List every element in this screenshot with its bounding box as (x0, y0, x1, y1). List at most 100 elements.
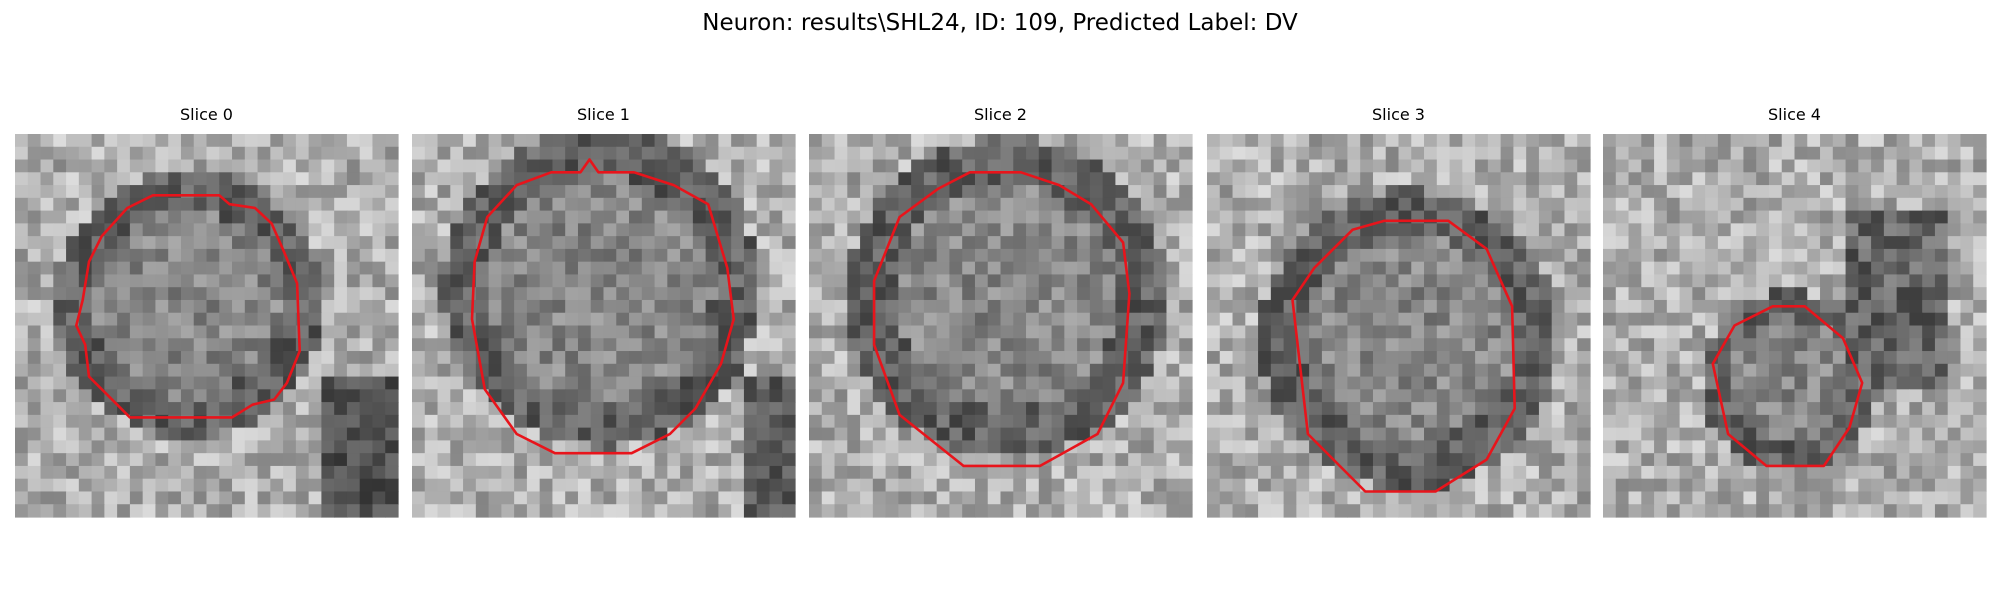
pixel (743, 197, 758, 212)
pixel (1500, 491, 1514, 505)
pixel (1654, 389, 1668, 403)
pixel (1845, 172, 1859, 186)
pixel (577, 338, 592, 352)
pixel (385, 159, 399, 173)
pixel (1692, 261, 1706, 276)
pixel (1487, 172, 1502, 186)
pixel (756, 363, 771, 378)
pixel (1654, 287, 1668, 301)
pixel (860, 478, 874, 493)
pixel (40, 172, 54, 186)
pixel (692, 261, 707, 276)
pixel (155, 223, 169, 237)
pixel (1564, 274, 1578, 288)
pixel (270, 299, 284, 314)
pixel (1768, 210, 1783, 224)
pixel (1372, 248, 1387, 263)
pixel (1628, 402, 1642, 416)
pixel (15, 325, 29, 339)
pixel (424, 440, 439, 454)
pixel (1628, 159, 1642, 173)
pixel (450, 325, 464, 339)
pixel (654, 376, 668, 390)
pixel (1309, 389, 1323, 403)
pixel (1871, 185, 1885, 199)
pixel (437, 261, 451, 276)
pixel (769, 274, 783, 288)
pixel (821, 376, 836, 390)
pixel (1666, 299, 1681, 314)
pixel (1424, 223, 1438, 237)
pixel (424, 197, 439, 212)
pixel (949, 236, 963, 250)
pixel (1654, 465, 1668, 480)
pixel (1232, 197, 1246, 212)
pixel (308, 223, 322, 237)
pixel (1922, 478, 1936, 493)
pixel (66, 146, 80, 161)
pixel (911, 223, 925, 237)
pixel (1641, 478, 1655, 493)
pixel (1705, 197, 1719, 212)
pixel (1128, 236, 1142, 250)
pixel (412, 402, 426, 416)
pixel (552, 465, 566, 480)
pixel (1679, 427, 1693, 441)
pixel (1526, 389, 1540, 403)
pixel (1551, 453, 1566, 467)
pixel (117, 299, 131, 314)
pixel (731, 376, 745, 390)
pixel (603, 287, 617, 301)
pixel (1051, 440, 1065, 454)
pixel (769, 363, 783, 378)
pixel (117, 363, 131, 378)
pixel (514, 338, 528, 352)
pixel (590, 338, 605, 352)
pixel (667, 338, 681, 352)
pixel (1654, 236, 1668, 250)
pixel (1245, 414, 1259, 429)
pixel (1475, 146, 1489, 161)
pixel (821, 504, 836, 518)
pixel (1232, 159, 1246, 173)
pixel (1513, 197, 1527, 212)
pixel (155, 389, 169, 403)
pixel (821, 427, 836, 441)
pixel (1347, 338, 1361, 352)
pixel (1051, 504, 1065, 518)
pixel (834, 236, 848, 250)
pixel (1219, 248, 1234, 263)
pixel (129, 261, 144, 276)
pixel (1922, 261, 1936, 276)
pixel (1436, 134, 1451, 148)
pixel (1258, 440, 1272, 454)
pixel (501, 210, 515, 224)
pixel (1896, 223, 1910, 237)
pixel (1462, 159, 1476, 173)
pixel (1603, 185, 1617, 199)
pixel (475, 491, 490, 505)
pixel (1564, 236, 1578, 250)
pixel (705, 261, 719, 276)
pixel (321, 248, 335, 263)
pixel (616, 338, 630, 352)
pixel (180, 261, 195, 276)
pixel (15, 414, 29, 429)
pixel (911, 376, 925, 390)
pixel (974, 402, 989, 416)
pixel (1717, 185, 1732, 199)
pixel (1232, 363, 1246, 378)
pixel (705, 504, 719, 518)
pixel (1219, 427, 1234, 441)
pixel (78, 363, 93, 378)
pixel (168, 197, 182, 212)
pixel (1436, 223, 1451, 237)
pixel (359, 465, 374, 480)
pixel (1909, 159, 1923, 173)
pixel (155, 478, 169, 493)
pixel (244, 478, 259, 493)
pixel (219, 210, 233, 224)
pixel (193, 427, 208, 441)
pixel (1372, 389, 1387, 403)
pixel (526, 325, 541, 339)
